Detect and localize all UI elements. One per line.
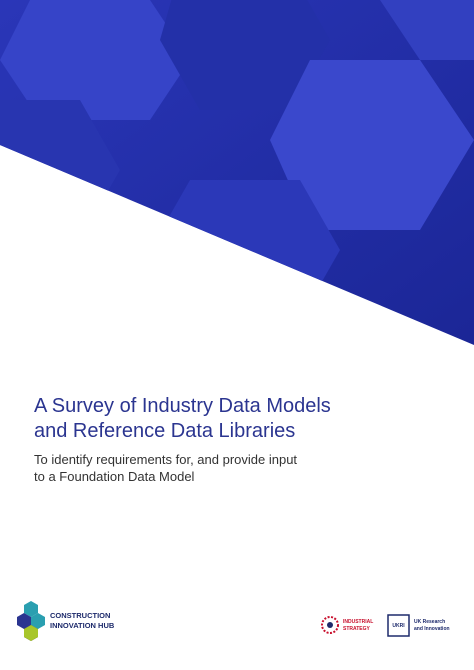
ukri-logo: UKRI UK Research and Innovation bbox=[387, 614, 450, 637]
subtitle-line: to a Foundation Data Model bbox=[34, 469, 195, 484]
strategy-text: INDUSTRIAL bbox=[343, 619, 373, 625]
ukri-text: and Innovation bbox=[414, 626, 450, 632]
strategy-text: STRATEGY bbox=[343, 626, 371, 632]
title-line: A Survey of Industry Data Models bbox=[34, 395, 331, 417]
hub-text: INNOVATION HUB bbox=[50, 621, 115, 630]
industrial-strategy-logo: INDUSTRIAL STRATEGY bbox=[321, 616, 373, 634]
ukri-text: UK Research bbox=[414, 619, 445, 625]
hero-image bbox=[0, 0, 474, 345]
ukri-mark: UKRI bbox=[392, 623, 405, 629]
hub-text: CONSTRUCTION bbox=[50, 611, 110, 620]
hub-logo: CONSTRUCTION INNOVATION HUB bbox=[17, 601, 115, 641]
subtitle-line: To identify requirements for, and provid… bbox=[34, 452, 297, 467]
title-line: and Reference Data Libraries bbox=[34, 420, 295, 442]
